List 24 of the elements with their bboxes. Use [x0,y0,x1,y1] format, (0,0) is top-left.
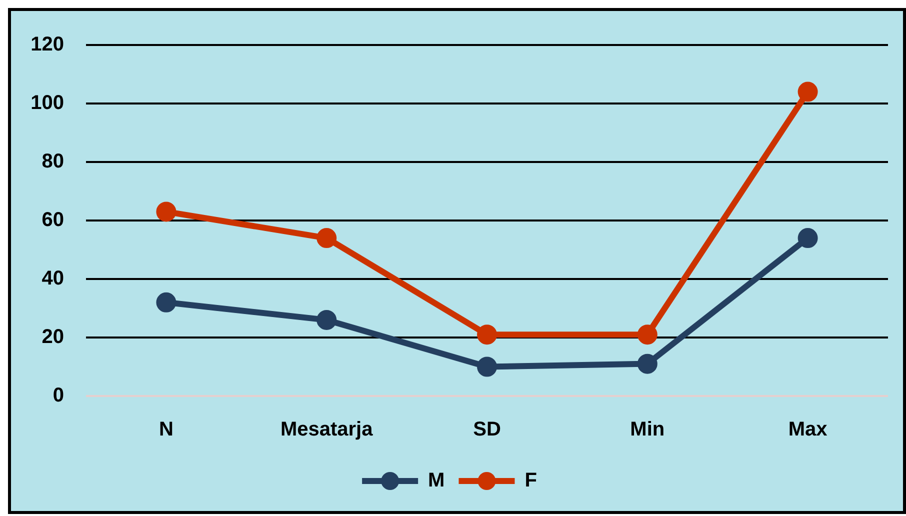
point [798,228,818,248]
point [477,356,497,377]
point [156,202,176,222]
x-tick-label: N [158,418,174,441]
y-tick-label: 0 [52,384,64,407]
legend-label: F [524,470,537,492]
y-tick-label: 80 [42,150,64,173]
point [156,292,176,312]
y-tick-label: 20 [42,326,64,348]
point [637,354,658,374]
point [316,228,337,248]
y-tick-label: 40 [42,268,64,290]
x-tick-label: SD [473,418,501,441]
y-tick-label: 60 [42,209,64,232]
y-tick-label: 100 [30,92,64,114]
legend-label: M [428,470,445,492]
point [798,82,818,102]
point [637,324,658,345]
point [477,324,497,345]
x-tick-label: Mesatarja [280,418,374,441]
y-tick-label: 120 [30,34,64,56]
x-tick-label: Max [788,418,828,441]
x-tick-label: Min [630,418,665,441]
point [316,310,337,330]
